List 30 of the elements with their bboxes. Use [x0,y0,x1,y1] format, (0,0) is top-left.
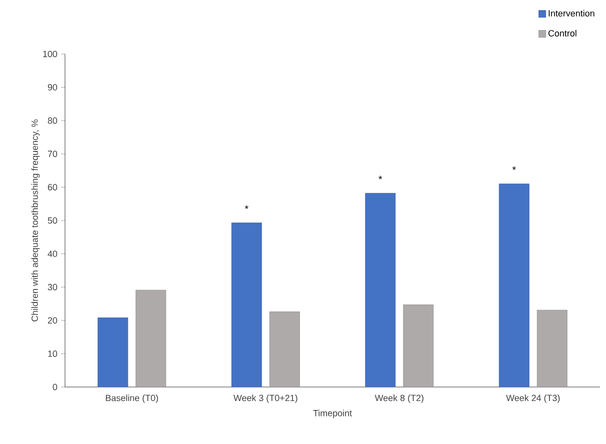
x-tick-label: Baseline (T0) [106,394,158,403]
y-tick-label: 40 [48,250,58,257]
bar [136,290,166,387]
annotation: * [244,205,248,209]
legend-label: Control [548,30,576,36]
x-tick-label: Week 8 (T2) [374,394,424,403]
bar [98,318,128,387]
x-tick-label: Week 24 (T3) [506,394,560,403]
bar [498,184,530,387]
y-tick-label: 80 [48,117,58,124]
x-tick-label: Week 3 (T0+21) [233,394,298,403]
y-tick-label: 50 [48,217,58,224]
x-axis-title: Timepoint [313,410,352,418]
y-tick-label: 90 [48,84,58,90]
bar [365,192,396,387]
y-tick-label: 0 [52,384,58,390]
y-tick-label: 100 [43,50,58,58]
y-tick-label: 70 [48,150,58,158]
y-tick-label: 20 [48,317,58,324]
bar [536,310,568,387]
annotation: * [512,166,516,170]
y-tick-label: 10 [48,350,58,357]
annotation: * [378,176,382,180]
bar [231,222,262,387]
bar [403,304,434,387]
y-tick-label: 30 [48,284,58,290]
y-tick-label: 60 [48,184,58,190]
legend-label: Intervention [548,10,594,16]
bar [269,312,300,387]
y-axis-title: Children with adequate toothbrushing frequency, % [31,120,40,322]
